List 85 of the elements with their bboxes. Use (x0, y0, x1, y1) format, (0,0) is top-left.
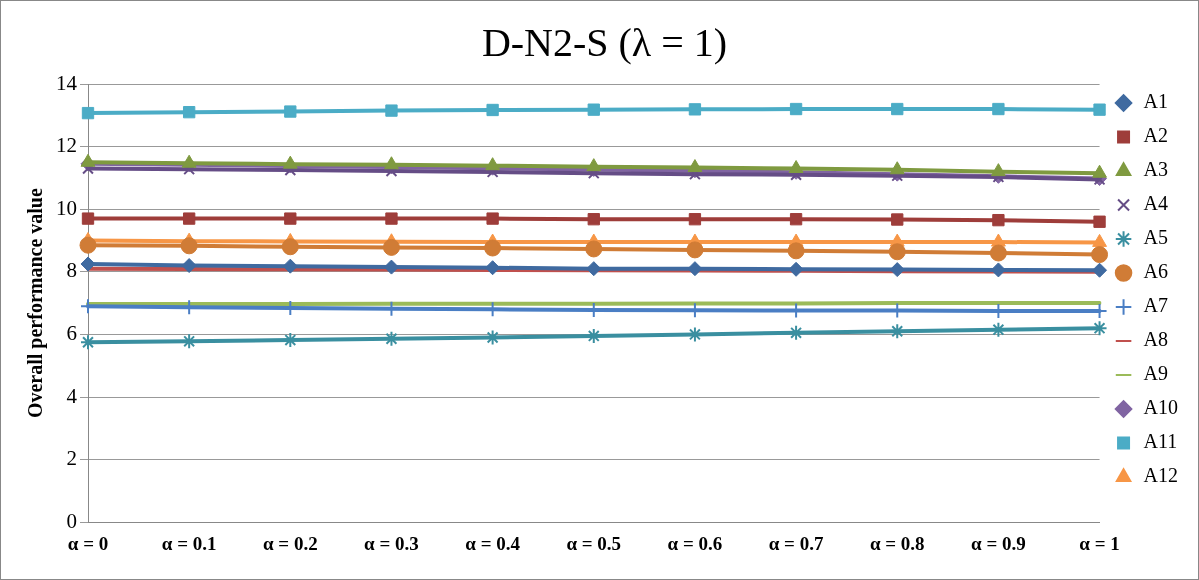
point (586, 158, 602, 172)
x-tick-label: α = 0.3 (364, 532, 419, 554)
point (587, 103, 600, 116)
x-tick-label: α = 0.4 (465, 532, 521, 554)
point (382, 238, 400, 256)
legend-label: A10 (1143, 396, 1179, 419)
point (281, 238, 299, 256)
legend-label: A8 (1143, 328, 1169, 351)
chart-title: D-N2-S (λ = 1) (481, 19, 728, 65)
y-tick-label: 0 (66, 508, 77, 533)
point (687, 159, 703, 173)
point (485, 260, 501, 276)
point (585, 240, 603, 258)
point (891, 213, 904, 226)
point (181, 258, 197, 274)
point (788, 261, 804, 277)
point (284, 105, 297, 118)
point (284, 212, 297, 225)
point (81, 106, 95, 120)
point (1091, 246, 1109, 264)
point (183, 106, 196, 119)
point (688, 103, 702, 116)
legend-label: A11 (1143, 430, 1178, 453)
x-tick-label: α = 0.7 (768, 532, 824, 554)
point (1092, 164, 1107, 178)
x-tick-label: α = 0.8 (869, 532, 925, 554)
y-tick-label: 8 (66, 258, 77, 283)
point (1093, 103, 1106, 116)
point (789, 102, 803, 116)
point (384, 156, 399, 170)
point (688, 213, 702, 226)
y-tick-label: 4 (66, 383, 78, 408)
y-tick-label: 12 (56, 133, 77, 158)
point (485, 157, 501, 171)
point (686, 241, 704, 259)
point (889, 262, 905, 278)
point (1093, 215, 1106, 228)
y-tick-label: 14 (56, 70, 78, 95)
point (789, 213, 803, 226)
x-tick-label: α = 1 (1079, 532, 1120, 554)
x-tick-label: α = 0.6 (667, 532, 723, 554)
x-tick-label: α = 0.9 (971, 532, 1026, 554)
point (79, 236, 97, 254)
point (992, 214, 1005, 227)
legend-label: A7 (1143, 294, 1169, 317)
point (484, 239, 502, 257)
y-axis-title: Overall performance value (24, 188, 48, 419)
legend-label: A3 (1143, 158, 1169, 181)
point (891, 102, 904, 116)
x-tick-label: α = 0.5 (566, 532, 622, 554)
x-tick-label: α = 0.1 (161, 532, 217, 554)
point (788, 160, 804, 174)
point (385, 104, 398, 117)
legend-label: A12 (1143, 464, 1179, 487)
y-tick-label: 10 (56, 195, 77, 220)
point (181, 154, 197, 168)
point (180, 237, 198, 255)
point (889, 161, 905, 175)
point (587, 213, 600, 226)
point (989, 244, 1007, 262)
point (787, 242, 805, 260)
x-tick-label: α = 0.2 (262, 532, 318, 554)
point (385, 212, 398, 225)
y-tick-label: 6 (66, 320, 77, 345)
point (586, 261, 602, 277)
legend-label: A9 (1143, 362, 1169, 385)
point (990, 163, 1006, 177)
point (80, 153, 96, 167)
point (888, 243, 906, 261)
point (183, 212, 196, 225)
legend-label: A2 (1143, 124, 1169, 147)
legend-label: A6 (1143, 260, 1169, 283)
point (1092, 262, 1108, 278)
y-tick-label: 2 (66, 446, 77, 471)
point (282, 258, 298, 274)
point (282, 155, 298, 169)
legend-label: A5 (1143, 226, 1169, 249)
point (486, 212, 499, 225)
legend-label: A4 (1143, 192, 1169, 215)
point (486, 103, 499, 117)
point (992, 102, 1005, 116)
x-tick-label: α = 0 (67, 532, 109, 554)
point (80, 334, 96, 351)
legend-label: A1 (1143, 90, 1169, 113)
point (687, 261, 703, 277)
